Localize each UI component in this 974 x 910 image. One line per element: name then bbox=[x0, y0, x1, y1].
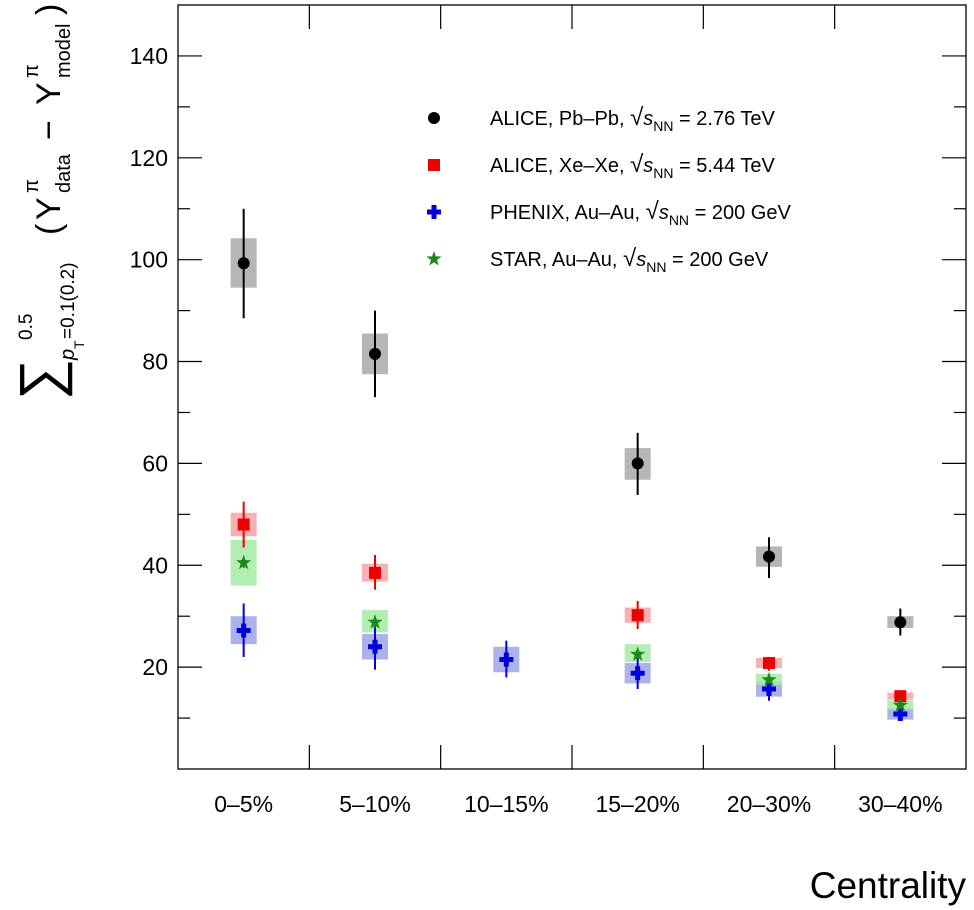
y-tick-label: 140 bbox=[130, 43, 168, 69]
alice-xe-xe-marker bbox=[237, 518, 250, 531]
alice-pb-pb-marker bbox=[237, 257, 250, 270]
ylabel-close-paren: ) bbox=[30, 4, 68, 15]
star-au-au-legend-label: STAR, Au–Au, √sNN = 200 GeV bbox=[490, 245, 769, 275]
ylabel-pi2: π bbox=[21, 64, 43, 78]
ylabel-lower-T: T bbox=[71, 340, 87, 349]
star-au-au-marker bbox=[892, 697, 908, 712]
ylabel-Y1: Y bbox=[30, 197, 68, 220]
phenix-au-au-marker bbox=[499, 652, 514, 667]
phenix-au-au-legend-marker bbox=[427, 205, 441, 219]
phenix-au-au-marker bbox=[893, 706, 908, 721]
alice-xe-xe-marker bbox=[763, 657, 775, 670]
x-tick-label: 0–5% bbox=[214, 791, 273, 817]
x-axis-title: Centrality bbox=[810, 865, 967, 906]
phenix-au-au-marker bbox=[236, 623, 251, 638]
phenix-au-au-marker bbox=[368, 639, 382, 654]
y-tick-label: 40 bbox=[142, 552, 168, 578]
x-tick-label: 15–20% bbox=[595, 791, 679, 817]
phenix-au-au-marker bbox=[630, 666, 645, 681]
ylabel-sub2: model bbox=[53, 24, 75, 78]
ylabel-upper-limit: 0.5 bbox=[16, 314, 37, 340]
ylabel-minus: − bbox=[30, 120, 68, 140]
alice-pb-pb-legend-marker bbox=[428, 112, 440, 124]
star-au-au-marker bbox=[630, 646, 646, 661]
y-tick-label: 80 bbox=[142, 349, 168, 375]
x-tick-label: 5–10% bbox=[339, 791, 411, 817]
ylabel-lower-p: p bbox=[57, 349, 79, 361]
alice-pb-pb-legend-label: ALICE, Pb–Pb, √sNN = 2.76 TeV bbox=[490, 104, 776, 134]
y-tick-label: 60 bbox=[142, 450, 168, 476]
alice-pb-pb-marker bbox=[369, 347, 381, 360]
alice-pb-pb-marker bbox=[894, 616, 907, 629]
alice-pb-pb-marker bbox=[763, 550, 775, 563]
ylabel-open-paren: ( bbox=[30, 223, 68, 235]
alice-pb-pb-marker bbox=[631, 457, 644, 470]
phenix-au-au-legend-label: PHENIX, Au–Au, √sNN = 200 GeV bbox=[490, 198, 791, 228]
y-tick-label: 100 bbox=[130, 247, 168, 273]
ylabel-lower-rest: =0.1(0.2) bbox=[58, 262, 79, 339]
alice-xe-xe-legend-label: ALICE, Xe–Xe, √sNN = 5.44 TeV bbox=[490, 151, 776, 181]
x-tick-label: 30–40% bbox=[858, 791, 942, 817]
ylabel-pi1: π bbox=[21, 179, 43, 193]
x-tick-label: 10–15% bbox=[464, 791, 548, 817]
ylabel-sub1: data bbox=[53, 153, 75, 193]
star-au-au-marker bbox=[761, 671, 777, 687]
ylabel-sum: ∑ bbox=[8, 359, 73, 400]
y-tick-label: 120 bbox=[130, 145, 168, 171]
star-au-au-legend-marker bbox=[426, 251, 442, 266]
y-axis-title: ∑ 0.5 p T =0.1(0.2) ( Y π data − Y π mod… bbox=[8, 4, 87, 400]
ylabel-Y2: Y bbox=[30, 82, 68, 105]
x-tick-label: 20–30% bbox=[727, 791, 811, 817]
y-tick-label: 20 bbox=[142, 654, 168, 680]
alice-xe-xe-marker bbox=[369, 566, 381, 579]
alice-xe-xe-marker bbox=[631, 609, 644, 622]
star-au-au-marker bbox=[236, 554, 252, 570]
star-au-au-marker bbox=[367, 614, 383, 629]
alice-xe-xe-legend-marker bbox=[428, 159, 440, 171]
phenix-au-au-marker bbox=[762, 682, 776, 697]
alice-xe-xe-marker bbox=[894, 690, 907, 703]
